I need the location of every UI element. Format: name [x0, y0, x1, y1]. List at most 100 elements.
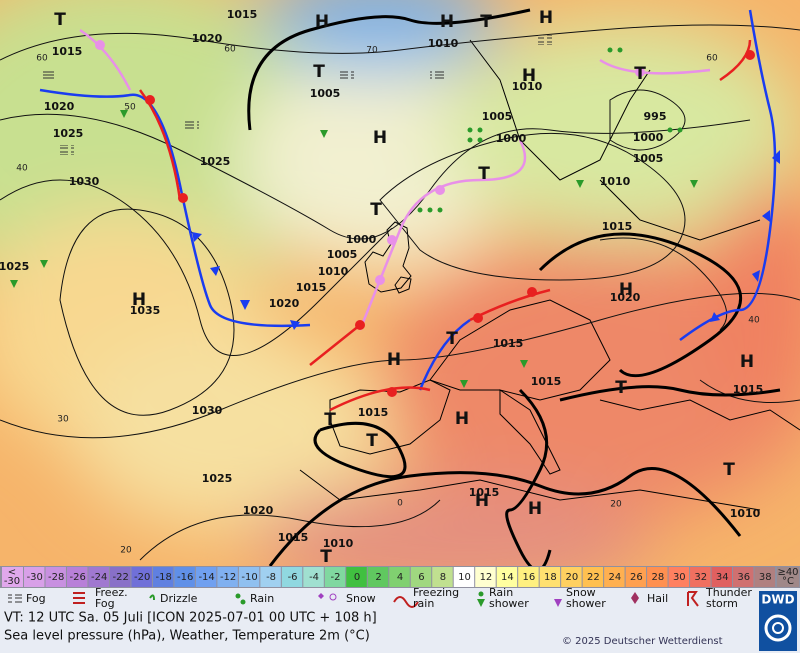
scale-label: 20	[566, 572, 579, 583]
valid-time: VT: 12 UTC Sa. 05 Juli [ICON 2025-07-01 …	[4, 611, 377, 626]
pressure-label: 1000	[496, 132, 527, 145]
pressure-label: 1005	[482, 110, 513, 123]
pressure-label: 1010	[323, 537, 354, 550]
scale-cell	[518, 567, 539, 587]
latitude-label: 60	[706, 54, 718, 64]
scale-label: 0	[354, 572, 360, 583]
pressure-label: 1015	[227, 8, 258, 21]
pressure-system: T	[324, 410, 336, 430]
pressure-system: H	[619, 280, 633, 300]
legend-label: Freez.	[95, 586, 128, 599]
scale-label: 2	[375, 572, 381, 583]
scale-cell	[45, 567, 66, 587]
scale-cell	[238, 567, 260, 587]
scale-cell	[174, 567, 195, 587]
pressure-system: H	[522, 66, 536, 86]
pressure-system: T	[313, 62, 325, 82]
pressure-label: 1030	[69, 175, 100, 188]
legend-label: Hail	[647, 592, 668, 605]
scale-cell	[539, 567, 561, 587]
scale-label: 6	[418, 572, 424, 583]
scale-cell	[324, 567, 346, 587]
scale-label: -18	[155, 572, 171, 583]
scale-cell	[66, 567, 88, 587]
scale-label: 12	[480, 572, 493, 583]
isobars	[0, 24, 800, 561]
scale-label: -28	[48, 572, 64, 583]
pressure-label: 1005	[310, 87, 341, 100]
scale-label: -14	[198, 572, 214, 583]
scale-label: -4	[309, 572, 319, 583]
pressure-label: 1000	[633, 131, 664, 144]
map-labels: 1015 1020 1015 1020 1025 1030 1025 1025 1035 1020…	[0, 8, 763, 567]
thick-isobars	[247, 8, 781, 572]
scale-label: -24	[91, 572, 107, 583]
legend-label: Fog	[26, 592, 46, 605]
pressure-label: 1025	[200, 155, 231, 168]
pressure-label: 1000	[346, 233, 377, 246]
scale-label: 4	[397, 572, 403, 583]
scale-label: -12	[220, 572, 236, 583]
legend-label: storm	[706, 597, 738, 610]
pressure-system: T	[480, 12, 492, 32]
pressure-label: 1010	[512, 80, 543, 93]
scale-label: -22	[113, 572, 129, 583]
pressure-system: T	[54, 10, 66, 30]
legend-label: Rain	[250, 592, 274, 605]
pressure-label: 1020	[192, 32, 223, 45]
temperature-scale: <-30 -30 -28 -26 -24 -22 -20 -18 -16 -14 -12 -10 -8-…	[0, 566, 800, 588]
scale-label: -8	[266, 572, 276, 583]
pressure-label: 1015	[278, 531, 309, 544]
pressure-label: 1025	[202, 472, 233, 485]
scale-cell	[604, 567, 625, 587]
scale-cell	[109, 567, 131, 587]
pressure-label: 1015	[469, 486, 500, 499]
pressure-label: 1010	[318, 265, 349, 278]
pressure-system: H	[440, 12, 454, 32]
pressure-label: 1005	[327, 248, 358, 261]
scale-cell	[303, 567, 324, 587]
pressure-label: 1020	[269, 297, 300, 310]
pressure-label: 1005	[633, 152, 664, 165]
scale-cell	[496, 567, 518, 587]
pressure-label: 995	[644, 110, 667, 123]
latitude-label: 20	[120, 546, 132, 556]
scale-label: -6	[288, 572, 298, 583]
pressure-system: H	[539, 8, 553, 28]
scale-label: -2	[331, 572, 341, 583]
temperature-field	[0, 0, 800, 600]
scale-cell	[733, 567, 754, 587]
pressure-system: T	[634, 64, 646, 84]
footer: VT: 12 UTC Sa. 05 Juli [ICON 2025-07-01 …	[0, 591, 800, 653]
latitude-label: 60	[224, 45, 236, 55]
weather-symbols	[10, 0, 800, 388]
pressure-label: 1035	[130, 304, 161, 317]
legend-label: Freezing	[413, 586, 459, 599]
pressure-system: H	[373, 128, 387, 148]
scale-cell	[131, 567, 152, 587]
scale-label: -30	[27, 572, 43, 583]
scale-label: 16	[523, 572, 536, 583]
scale-label: -30	[4, 576, 20, 587]
scale-label: ≥40	[777, 567, 798, 578]
scale-cell	[217, 567, 238, 587]
pressure-label: 1020	[44, 100, 75, 113]
latitude-label: 60	[36, 54, 48, 64]
copyright: © 2025 Deutscher Wetterdienst	[562, 636, 723, 647]
scale-cell	[88, 567, 109, 587]
pressure-system: T	[478, 164, 490, 184]
scale-label: -10	[241, 572, 257, 583]
scale-cell	[777, 567, 799, 587]
pressure-label: 1015	[531, 375, 562, 388]
scale-label: °C	[782, 576, 794, 587]
legend-label: Fog	[95, 597, 115, 610]
pressure-system: H	[475, 491, 489, 511]
scale-cell	[410, 567, 432, 587]
pressure-label: 1015	[358, 406, 389, 419]
scale-label: 18	[544, 572, 557, 583]
pressure-label: 1015	[602, 220, 633, 233]
pressure-system: H	[455, 409, 469, 429]
scale-label: 30	[673, 572, 686, 583]
